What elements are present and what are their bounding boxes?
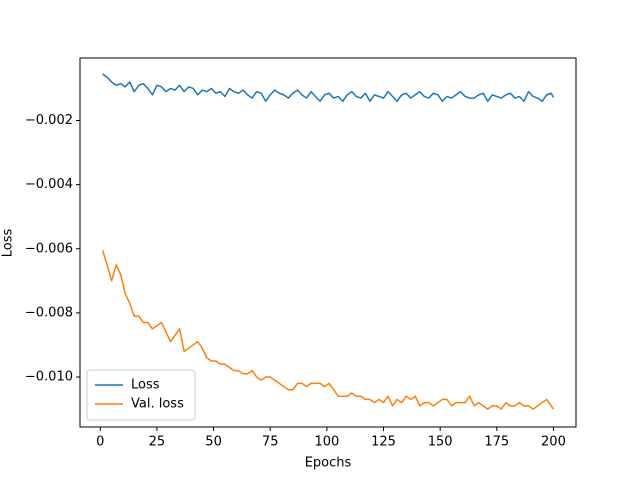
x-tick-label: 0 [96, 435, 104, 450]
legend-label: Val. loss [131, 397, 184, 412]
x-tick-label: 175 [484, 435, 509, 450]
y-tick-label: −0.004 [25, 177, 73, 192]
legend-box [86, 369, 196, 421]
x-tick-label: 150 [428, 435, 453, 450]
data-line [102, 73, 555, 103]
x-tick-label: 50 [205, 435, 222, 450]
x-axis-label: Epochs [305, 456, 352, 471]
legend-label: Loss [131, 378, 160, 393]
x-tick-label: 75 [262, 435, 279, 450]
data-line [101, 250, 555, 410]
y-tick-label: −0.010 [25, 369, 73, 384]
y-tick-label: −0.002 [25, 113, 73, 128]
plot-frame [79, 57, 577, 428]
x-tick-label: 125 [371, 435, 396, 450]
x-tick-label: 25 [149, 435, 166, 450]
x-tick-label: 200 [541, 435, 566, 450]
y-tick-label: −0.008 [25, 305, 73, 320]
y-axis-label: Loss [1, 229, 16, 258]
x-tick-label: 100 [314, 435, 339, 450]
y-tick-label: −0.006 [25, 241, 73, 256]
